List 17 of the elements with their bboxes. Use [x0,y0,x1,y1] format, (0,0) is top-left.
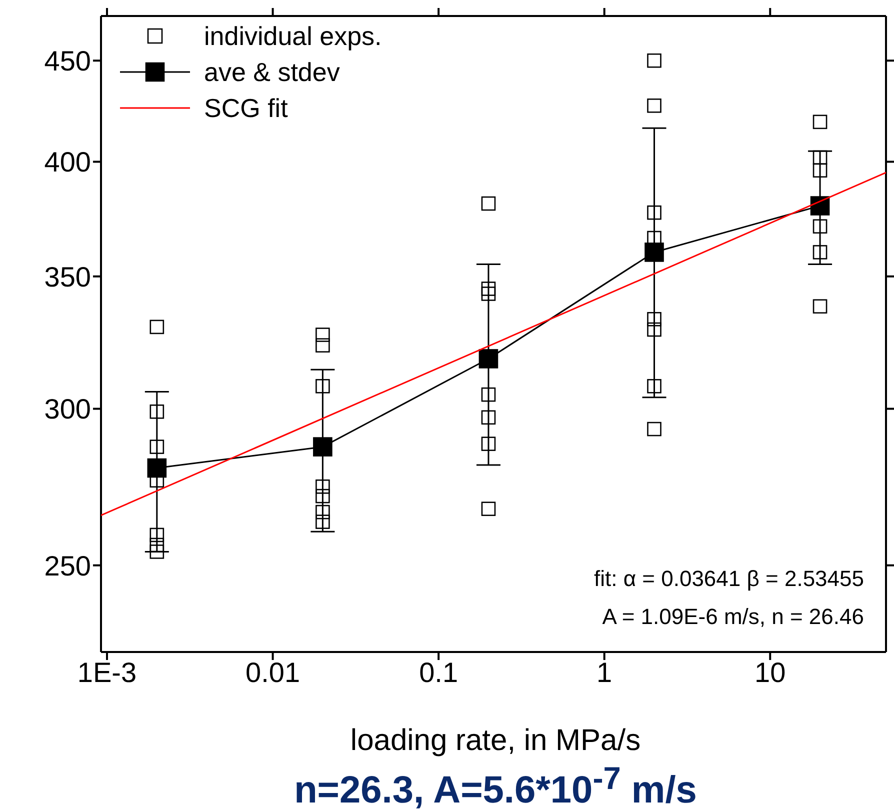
legend-label: ave & stdev [204,56,340,88]
x-tick-label: 1 [596,656,612,688]
y-tick-label: 250 [44,550,91,582]
text: n=26.3, A=5.6*10$^{-7}$ m/s [293,760,698,812]
x-tick-label: 0.01 [246,656,300,688]
x-tick-label: 1E-3 [77,656,137,688]
y-tick-label: 300 [44,394,91,425]
legend-label: individual exps. [204,20,382,52]
annotation: A = 1.09E-6 m/s, n = 26.46 [601,603,864,631]
y-tick-label: 400 [44,146,91,178]
legend-label: SCG fit [204,92,288,124]
x-axis-title: loading rate, in MPa/s [349,724,642,758]
y-tick-label: 450 [44,46,91,77]
x-tick-label: 10 [754,656,786,688]
y-tick-label: 350 [44,261,91,292]
x-tick-label: 0.1 [419,656,458,688]
annotation: fit: α = 0.03641 β = 2.53455 [594,565,864,593]
